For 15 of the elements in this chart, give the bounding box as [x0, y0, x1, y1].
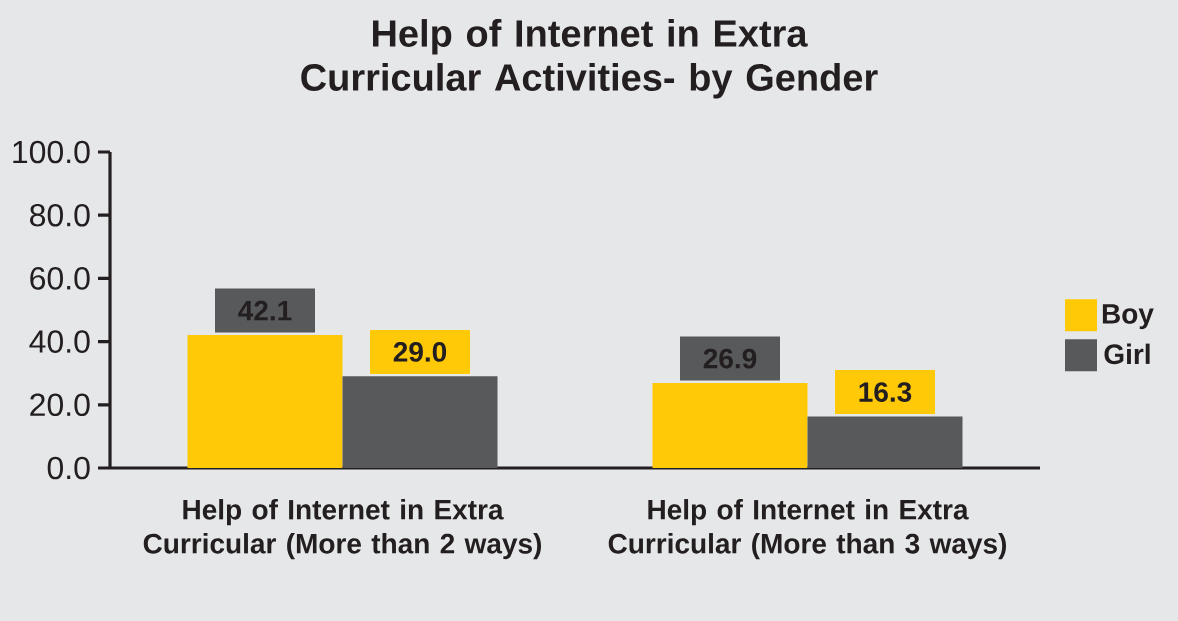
y-tick-label: 40.0 — [29, 330, 90, 353]
y-tick-label: 60.0 — [30, 267, 90, 290]
y-tick-label: 80.0 — [30, 203, 90, 227]
x-tick-label: Help of Internet in Extra Curricular (More than 2 ways) — [143, 499, 542, 560]
x-tick-label: Help of Internet in Extra Curricular (More than 3 ways) — [608, 499, 1007, 560]
y-tick-label: 100.0 — [13, 140, 90, 164]
data-label: 29.0 — [393, 342, 447, 362]
legend-label: Boy — [1102, 304, 1154, 330]
data-label: 42.1 — [238, 300, 292, 321]
y-tick-label: 20.0 — [30, 393, 90, 417]
legend-label: Girl — [1104, 343, 1150, 365]
data-label: 16.3 — [859, 382, 912, 403]
y-tick-label: 0.0 — [47, 456, 90, 480]
data-label: 26.9 — [703, 348, 757, 369]
chart-title: Help of Internet in Extra Curricular Activities- by Gender — [301, 19, 878, 99]
